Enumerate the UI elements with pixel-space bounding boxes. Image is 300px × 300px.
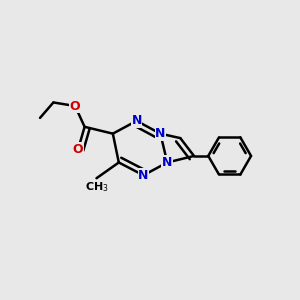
Text: N: N <box>138 169 148 182</box>
Text: N: N <box>155 127 166 140</box>
Text: O: O <box>73 143 83 156</box>
Text: N: N <box>162 156 172 169</box>
Text: CH$_3$: CH$_3$ <box>85 181 108 194</box>
Text: N: N <box>131 114 142 128</box>
Text: O: O <box>70 100 80 112</box>
